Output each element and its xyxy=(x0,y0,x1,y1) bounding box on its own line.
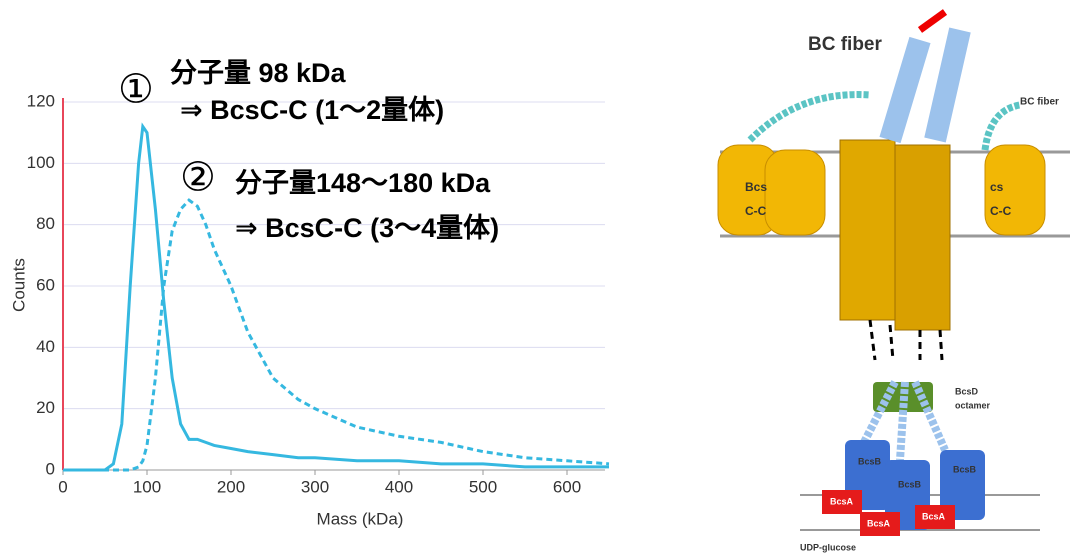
x-tick-label: 500 xyxy=(469,477,497,496)
y-tick-label: 100 xyxy=(27,153,55,172)
diagram-label: Bcs xyxy=(745,180,767,194)
diagram-label: C-C xyxy=(990,204,1012,218)
y-tick-label: 40 xyxy=(36,337,55,356)
series-label: ① xyxy=(118,68,154,112)
diagram xyxy=(718,12,1070,536)
diagram-label: UDP-glucose xyxy=(800,542,856,552)
x-tick-label: 600 xyxy=(553,477,581,496)
x-tick-label: 400 xyxy=(385,477,413,496)
x-tick-label: 300 xyxy=(301,477,329,496)
y-tick-label: 120 xyxy=(27,91,55,110)
y-axis-label: Counts xyxy=(9,258,28,312)
diagram-label: BcsA xyxy=(830,496,854,506)
x-tick-label: 200 xyxy=(217,477,245,496)
diagram-label: BcsB xyxy=(898,479,922,489)
x-tick-label: 100 xyxy=(133,477,161,496)
transporter xyxy=(840,140,895,320)
transporter xyxy=(895,145,950,330)
y-tick-label: 80 xyxy=(36,214,55,233)
y-tick-label: 20 xyxy=(36,398,55,417)
diagram-label: octamer xyxy=(955,400,991,410)
y-tick-label: 0 xyxy=(46,459,55,478)
diagram-label: C-C xyxy=(745,204,767,218)
fiber xyxy=(890,30,960,140)
annotation: 分子量 98 kDa xyxy=(170,58,347,88)
annotation: ⇒ BcsC-C (1～2量体) xyxy=(180,95,444,125)
diagram-label: BcsA xyxy=(922,511,946,521)
annotation: 分子量148～180 kDa xyxy=(235,168,491,198)
x-tick-label: 0 xyxy=(58,477,67,496)
arrow xyxy=(920,12,945,30)
diagram-label: BcsB xyxy=(953,464,977,474)
series-label: ② xyxy=(180,156,216,200)
diagram-label: BcsA xyxy=(867,518,891,528)
y-tick-label: 60 xyxy=(36,275,55,294)
x-axis-label: Mass (kDa) xyxy=(317,509,404,528)
diagram-label: BC fiber xyxy=(1020,97,1059,108)
cylinder xyxy=(765,150,825,235)
diagram-label: BcsB xyxy=(858,456,882,466)
diagram-label: BC fiber xyxy=(808,34,883,55)
diagram-label: cs xyxy=(990,180,1004,194)
page: BC fiber BC fiber Bcs C-C cs C-C BcsD octamer Bc… xyxy=(0,0,1073,556)
annotation: ⇒ BcsC-C (3～4量体) xyxy=(235,213,499,243)
diagram-label: BcsD xyxy=(955,386,979,396)
